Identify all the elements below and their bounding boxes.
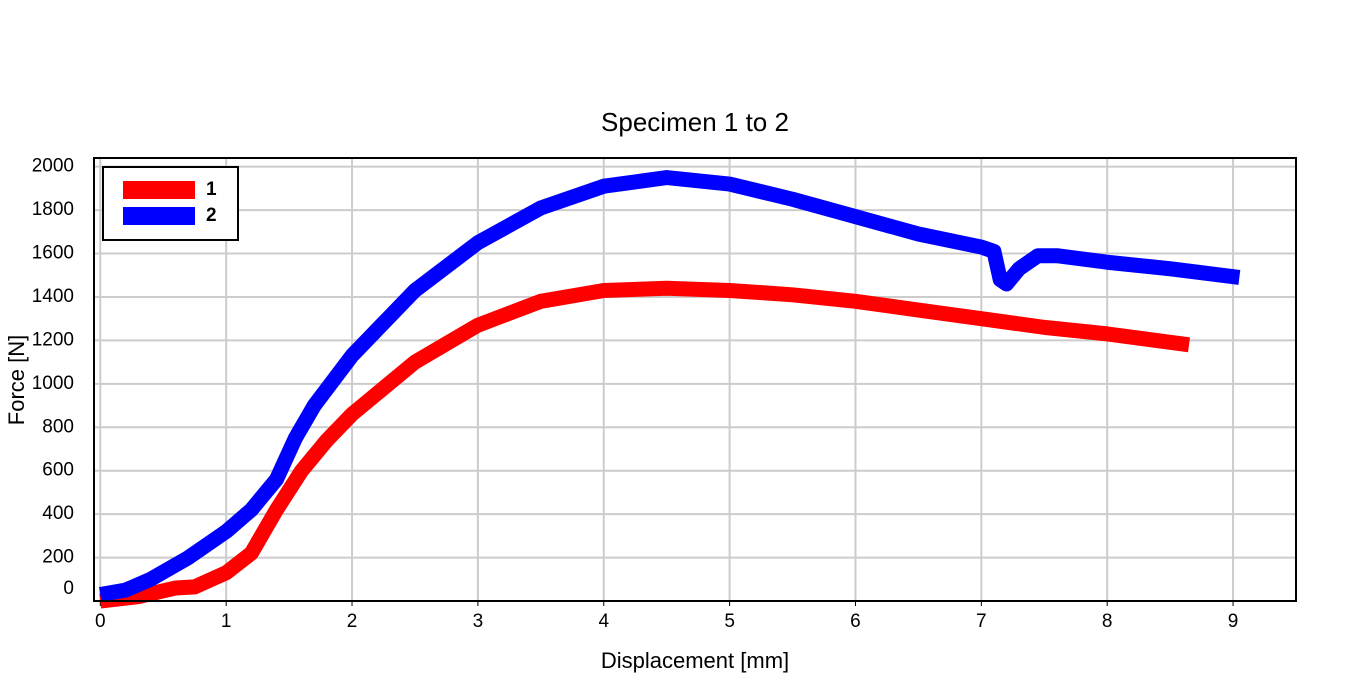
legend-label: 1 bbox=[206, 179, 217, 200]
data-line bbox=[99, 170, 1241, 602]
legend-swatch bbox=[123, 181, 195, 199]
x-tick-label: 4 bbox=[598, 611, 609, 632]
legend-label: 2 bbox=[206, 205, 217, 226]
legend-swatch bbox=[123, 207, 195, 225]
y-tick-label: 400 bbox=[42, 503, 74, 524]
y-tick-label: 1800 bbox=[32, 199, 74, 220]
chart-title: Specimen 1 to 2 bbox=[601, 107, 789, 137]
x-tick-label: 5 bbox=[724, 611, 735, 632]
x-tick-label: 6 bbox=[850, 611, 861, 632]
x-tick-label: 2 bbox=[347, 611, 358, 632]
x-tick-label: 3 bbox=[473, 611, 484, 632]
y-tick-label: 1400 bbox=[32, 286, 74, 307]
y-tick-label: 2000 bbox=[32, 156, 74, 177]
legend-box bbox=[102, 166, 239, 241]
data-line bbox=[99, 280, 1191, 609]
x-axis-label: Displacement [mm] bbox=[601, 648, 789, 673]
x-tick-label: 8 bbox=[1102, 611, 1113, 632]
y-tick-label: 1200 bbox=[32, 329, 74, 350]
y-axis-label: Force [N] bbox=[4, 335, 29, 425]
y-tick-label: 200 bbox=[42, 547, 74, 568]
y-tick-label: 0 bbox=[63, 578, 74, 599]
y-tick-label: 1000 bbox=[32, 373, 74, 394]
y-tick-label: 600 bbox=[42, 460, 74, 481]
y-tick-label: 1600 bbox=[32, 243, 74, 264]
x-tick-label: 0 bbox=[95, 611, 106, 632]
x-tick-label: 9 bbox=[1228, 611, 1239, 632]
y-tick-label: 800 bbox=[42, 416, 74, 437]
x-tick-label: 7 bbox=[976, 611, 987, 632]
x-tick-label: 1 bbox=[221, 611, 232, 632]
plot-frame bbox=[93, 157, 1297, 602]
